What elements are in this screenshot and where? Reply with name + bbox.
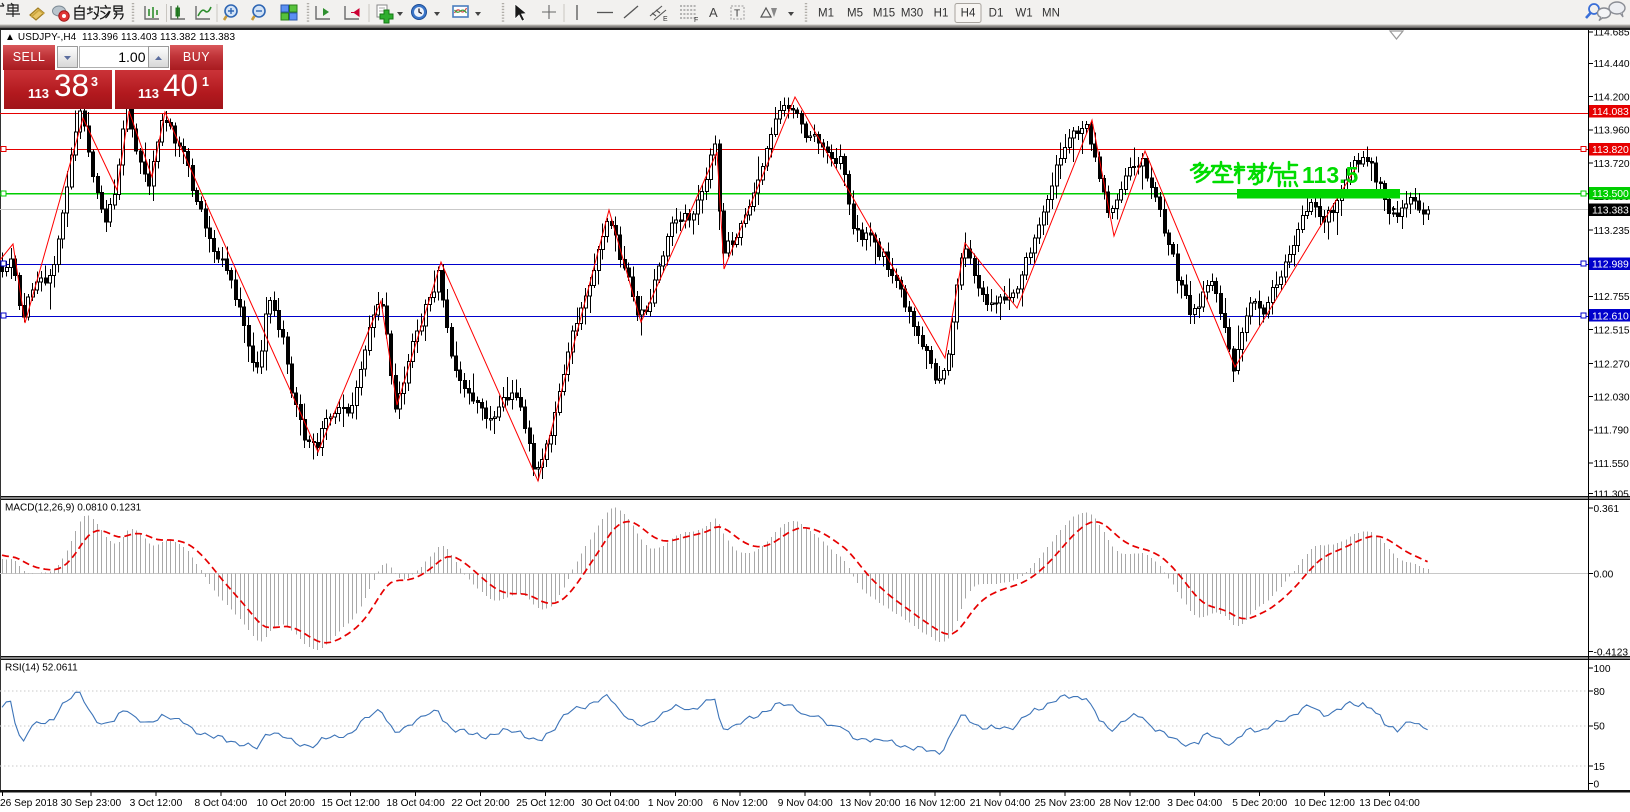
svg-text:RSI(14) 52.0611: RSI(14) 52.0611 <box>5 663 78 674</box>
svg-text:22 Oct 20:00: 22 Oct 20:00 <box>451 798 510 809</box>
svg-text:112.755: 112.755 <box>1594 292 1630 303</box>
svg-text:10 Dec 12:00: 10 Dec 12:00 <box>1294 798 1355 809</box>
svg-text:0: 0 <box>1594 779 1600 790</box>
svg-text:30 Oct 04:00: 30 Oct 04:00 <box>581 798 640 809</box>
svg-text:80: 80 <box>1594 687 1606 698</box>
svg-text:114.200: 114.200 <box>1594 92 1630 103</box>
svg-text:16 Nov 12:00: 16 Nov 12:00 <box>905 798 966 809</box>
svg-text:114.440: 114.440 <box>1594 59 1630 70</box>
svg-text:W1: W1 <box>1015 8 1032 20</box>
svg-text:H4: H4 <box>961 8 976 20</box>
svg-text:113.5: 113.5 <box>1302 162 1358 188</box>
svg-text:5 Dec 20:00: 5 Dec 20:00 <box>1232 798 1287 809</box>
svg-text:3 Dec 04:00: 3 Dec 04:00 <box>1167 798 1222 809</box>
svg-text:113.820: 113.820 <box>1592 145 1629 156</box>
svg-text:D1: D1 <box>989 8 1004 20</box>
svg-text:111.550: 111.550 <box>1594 459 1630 470</box>
svg-text:M5: M5 <box>847 8 863 20</box>
svg-text:T: T <box>734 9 740 20</box>
svg-text:-0.4123: -0.4123 <box>1594 647 1629 658</box>
svg-text:28 Nov 12:00: 28 Nov 12:00 <box>1099 798 1160 809</box>
svg-text:H1: H1 <box>934 8 949 20</box>
svg-text:113.960: 113.960 <box>1594 126 1630 137</box>
svg-text:A: A <box>709 5 718 20</box>
svg-text:112.989: 112.989 <box>1592 259 1629 270</box>
svg-text:111.790: 111.790 <box>1594 426 1630 437</box>
svg-text:114.083: 114.083 <box>1592 107 1629 118</box>
svg-text:100: 100 <box>1594 664 1611 675</box>
svg-text:15: 15 <box>1594 762 1606 773</box>
svg-text:13 Dec 04:00: 13 Dec 04:00 <box>1359 798 1420 809</box>
svg-text:M15: M15 <box>873 8 895 20</box>
svg-text:8 Oct 04:00: 8 Oct 04:00 <box>194 798 247 809</box>
svg-text:F: F <box>694 17 698 24</box>
svg-text:113.383: 113.383 <box>1592 206 1629 217</box>
svg-text:30 Sep 23:00: 30 Sep 23:00 <box>61 798 122 809</box>
svg-text:111.305: 111.305 <box>1594 489 1630 500</box>
svg-text:112.610: 112.610 <box>1592 311 1629 322</box>
svg-text:MACD(12,26,9) 0.0810 0.1231: MACD(12,26,9) 0.0810 0.1231 <box>5 503 142 514</box>
svg-text:MN: MN <box>1042 8 1060 20</box>
svg-text:15 Oct 12:00: 15 Oct 12:00 <box>322 798 381 809</box>
svg-text:26 Sep 2018: 26 Sep 2018 <box>0 798 58 809</box>
svg-text:112.030: 112.030 <box>1594 393 1630 404</box>
svg-text:9 Nov 04:00: 9 Nov 04:00 <box>778 798 833 809</box>
svg-text:18 Oct 04:00: 18 Oct 04:00 <box>386 798 445 809</box>
svg-text:0.00: 0.00 <box>1594 569 1614 580</box>
svg-text:0.361: 0.361 <box>1594 504 1620 515</box>
svg-text:50: 50 <box>1594 722 1606 733</box>
svg-text:114.685: 114.685 <box>1594 28 1630 39</box>
svg-text:113.720: 113.720 <box>1594 159 1630 170</box>
svg-text:3 Oct 12:00: 3 Oct 12:00 <box>130 798 183 809</box>
svg-text:E: E <box>663 16 668 23</box>
svg-text:1 Nov 20:00: 1 Nov 20:00 <box>648 798 703 809</box>
svg-text:113.235: 113.235 <box>1594 226 1630 237</box>
svg-text:113.500: 113.500 <box>1592 189 1629 200</box>
svg-text:M30: M30 <box>901 8 923 20</box>
svg-text:25 Oct 12:00: 25 Oct 12:00 <box>516 798 575 809</box>
svg-text:6 Nov 12:00: 6 Nov 12:00 <box>713 798 768 809</box>
svg-text:25 Nov 23:00: 25 Nov 23:00 <box>1035 798 1096 809</box>
svg-text:13 Nov 20:00: 13 Nov 20:00 <box>840 798 901 809</box>
svg-text:112.515: 112.515 <box>1594 325 1630 336</box>
svg-text:M1: M1 <box>818 8 834 20</box>
svg-text:21 Nov 04:00: 21 Nov 04:00 <box>970 798 1031 809</box>
svg-text:10 Oct 20:00: 10 Oct 20:00 <box>257 798 316 809</box>
svg-text:112.270: 112.270 <box>1594 359 1630 370</box>
